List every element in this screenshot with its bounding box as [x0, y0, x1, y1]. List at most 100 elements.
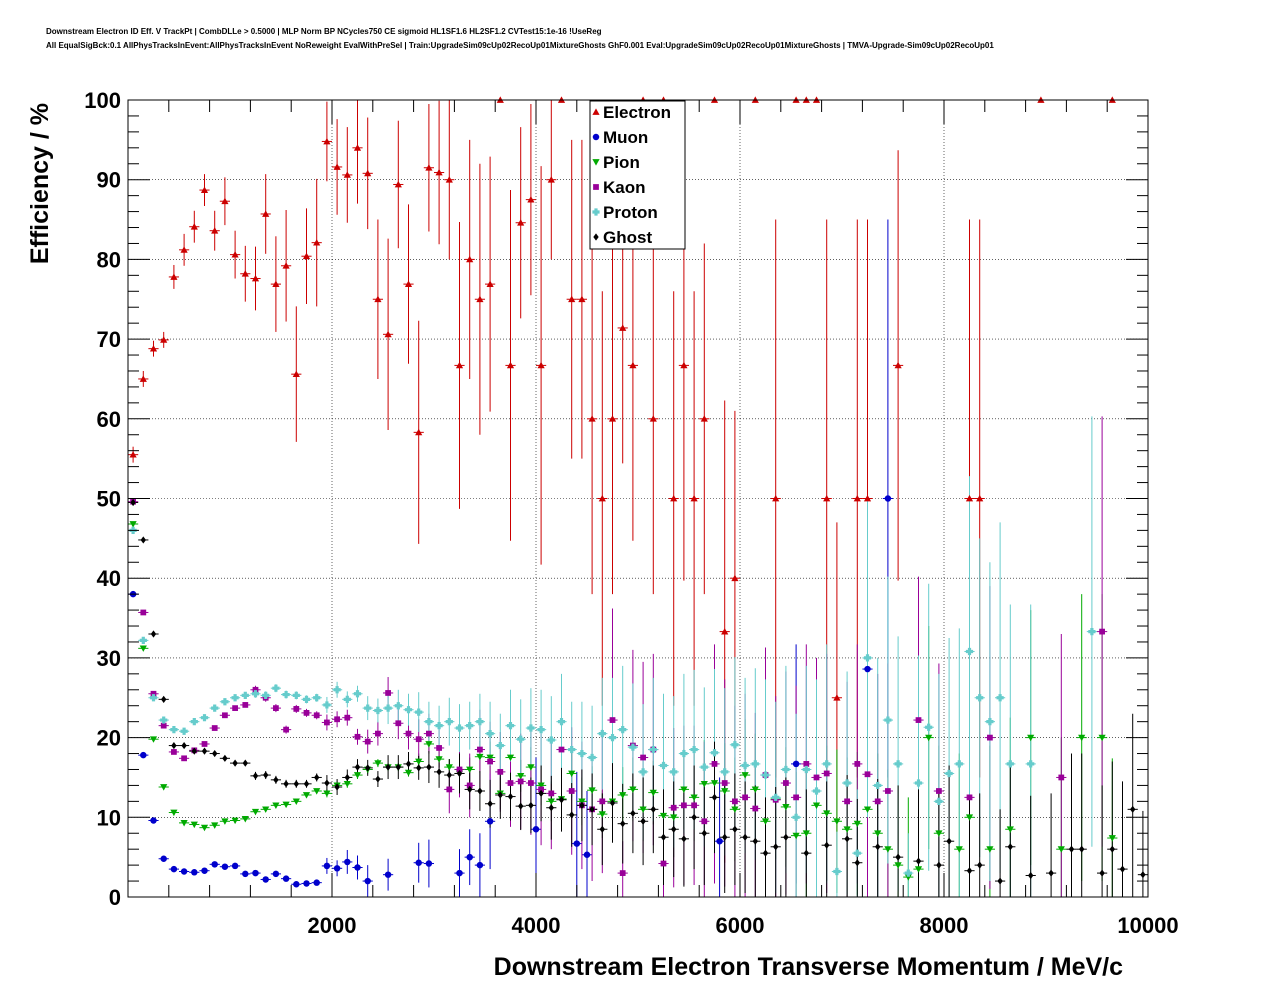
legend-marker-pion	[592, 159, 600, 166]
proton-point	[741, 761, 749, 770]
pion-point	[670, 814, 678, 821]
electron-point	[231, 251, 239, 258]
kaon-point	[599, 798, 606, 805]
ghost-point	[630, 809, 636, 817]
ghost-point	[161, 695, 167, 703]
kaon-point	[405, 730, 412, 737]
muon-point	[150, 817, 157, 824]
proton-point	[486, 730, 494, 738]
kaon-point	[324, 719, 330, 726]
ghost-point	[334, 783, 340, 791]
kaon-point	[793, 794, 799, 801]
ghost-point	[507, 792, 514, 801]
electron-point	[445, 176, 453, 183]
muon-point	[323, 862, 331, 870]
kaon-point	[813, 774, 820, 781]
ghost-point	[283, 780, 289, 788]
pion-point	[1057, 846, 1065, 853]
pion-point	[251, 808, 260, 816]
ghost-point	[752, 837, 758, 845]
ghost-point	[1048, 869, 1054, 877]
kaon-point	[477, 746, 483, 753]
muon-point	[303, 880, 310, 887]
proton-point	[262, 691, 270, 699]
muon-point	[282, 875, 290, 882]
pion-point	[517, 772, 525, 780]
proton-point	[812, 787, 821, 795]
chart-header-line-1: Downstream Electron ID Eff. V TrackPt | …	[46, 27, 602, 36]
pion-point	[1108, 835, 1116, 842]
pion-point	[241, 816, 249, 823]
legend-label-pion: Pion	[603, 153, 640, 172]
kaon-point	[915, 717, 922, 723]
ghost-point	[762, 849, 769, 857]
electron-point	[302, 252, 311, 260]
kaon-point	[181, 755, 187, 762]
proton-point	[772, 793, 780, 801]
pion-point	[404, 769, 413, 777]
pion-point	[415, 758, 423, 766]
muon-point	[333, 865, 341, 872]
kaon-point	[456, 766, 463, 773]
ghost-point	[497, 791, 503, 799]
proton-point	[364, 704, 372, 712]
pion-point	[170, 809, 178, 817]
proton-point	[241, 691, 249, 699]
electron-point	[649, 415, 657, 422]
ghost-point	[416, 764, 422, 772]
kaon-point	[293, 706, 300, 712]
electron-point	[598, 494, 606, 502]
pion-point	[139, 645, 147, 652]
kaon-point	[609, 717, 616, 723]
ghost-point	[314, 773, 320, 782]
ghost-point	[538, 789, 544, 797]
proton-point	[149, 694, 158, 702]
kaon-point	[936, 788, 942, 794]
kaon-point	[497, 768, 504, 775]
proton-point	[455, 724, 464, 732]
proton-point	[619, 726, 627, 734]
kaon-point	[660, 860, 667, 867]
kaon-point	[364, 738, 371, 745]
ghost-point	[130, 498, 136, 507]
ghost-point	[1130, 805, 1136, 813]
x-tick-label: 6000	[716, 913, 765, 938]
ghost-point	[966, 867, 973, 875]
kaon-point	[446, 786, 453, 793]
ghost-point	[875, 843, 881, 851]
ghost-point	[660, 833, 667, 841]
electron-point	[680, 361, 688, 369]
muon-point	[191, 869, 198, 876]
y-tick-label: 60	[97, 407, 121, 432]
kaon-point	[711, 761, 718, 767]
pion-point	[792, 832, 800, 840]
pion-point	[323, 790, 331, 797]
pion-point	[639, 806, 647, 813]
pion-point	[445, 764, 453, 771]
electron-point	[833, 694, 841, 701]
proton-point	[680, 749, 688, 758]
pion-point	[894, 862, 902, 869]
electron-point	[435, 168, 443, 176]
pion-point	[292, 798, 300, 805]
kaon-point	[160, 722, 167, 729]
ghost-point	[303, 780, 310, 788]
proton-point	[588, 753, 596, 762]
kaon-point	[701, 818, 708, 825]
muon-point	[293, 881, 300, 888]
electron-point	[180, 246, 188, 253]
y-tick-label: 0	[109, 885, 121, 910]
ghost-point	[691, 813, 697, 821]
ghost-point	[558, 796, 565, 804]
electron-point	[374, 295, 382, 303]
kaon-point	[426, 730, 432, 737]
proton-point	[272, 684, 280, 692]
ghost-point	[803, 849, 809, 857]
proton-point	[333, 686, 341, 694]
electron-point	[619, 324, 627, 331]
ghost-point	[936, 861, 942, 869]
kaon-point	[273, 705, 279, 711]
ghost-point	[946, 837, 952, 845]
muon-point	[262, 876, 269, 883]
ghost-point	[1068, 845, 1075, 853]
